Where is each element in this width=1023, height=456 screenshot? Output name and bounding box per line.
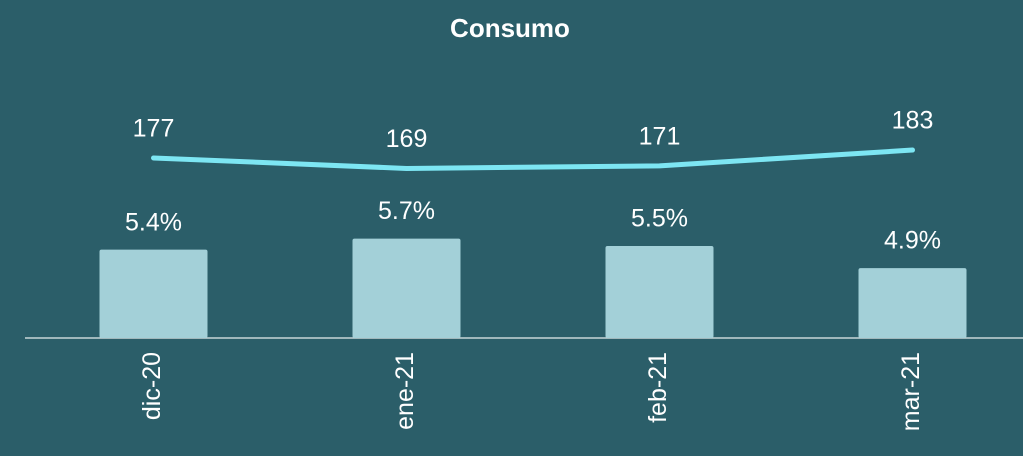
bar [605, 246, 714, 338]
bar-value-label: 4.9% [884, 227, 941, 255]
line-value-label: 169 [386, 125, 428, 153]
bar [858, 268, 967, 338]
x-tick-label: dic-20 [138, 352, 166, 420]
bar [99, 249, 208, 338]
bar-value-label: 5.7% [378, 197, 435, 225]
chart-title: Consumo [450, 13, 570, 43]
bar-value-label: 5.5% [631, 205, 688, 233]
line-value-label: 171 [639, 122, 681, 150]
line-value-label: 177 [133, 115, 175, 143]
x-tick-label: mar-21 [897, 352, 925, 431]
x-tick-label: ene-21 [391, 352, 419, 430]
x-tick-label: feb-21 [644, 352, 672, 423]
line-value-label: 183 [892, 107, 934, 135]
bar-value-label: 5.4% [125, 208, 182, 236]
bar [352, 238, 461, 338]
line [151, 147, 915, 171]
